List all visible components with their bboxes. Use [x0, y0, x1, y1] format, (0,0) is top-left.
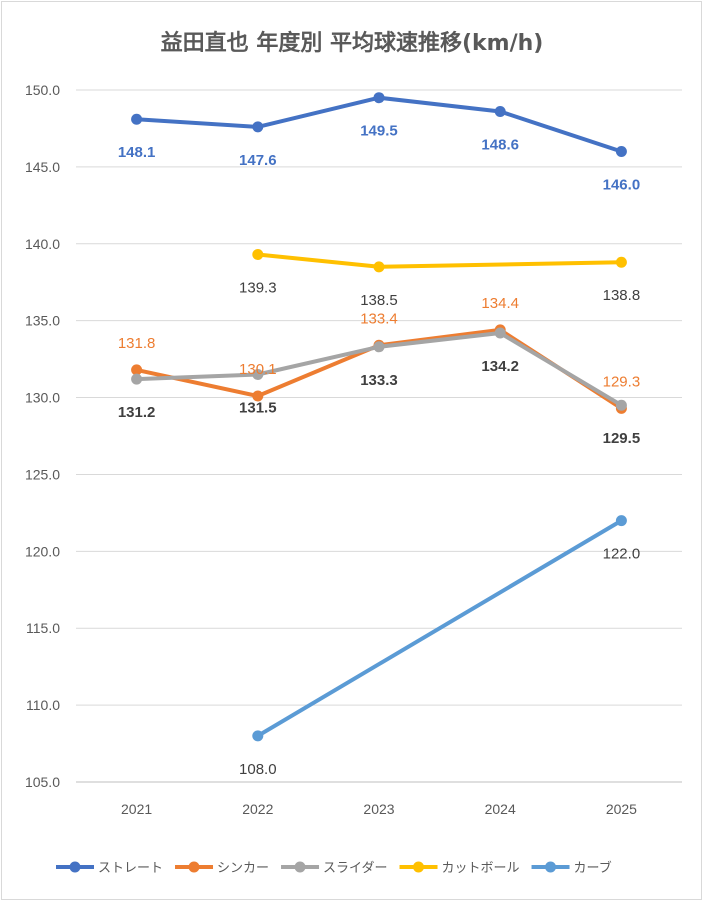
legend-item: シンカー	[175, 861, 269, 876]
data-point	[252, 121, 264, 133]
legend-swatch-marker	[545, 861, 557, 873]
y-tick-label: 135.0	[25, 313, 60, 329]
x-axis: 2021 2022 2023 2024 2025	[121, 801, 637, 817]
data-label: 134.2	[481, 358, 519, 375]
x-tick-label: 2021	[121, 801, 152, 817]
x-tick-label: 2023	[363, 801, 394, 817]
data-label: 133.3	[360, 372, 398, 389]
series-line	[255, 252, 624, 269]
series-lines	[131, 92, 627, 742]
data-point	[252, 390, 264, 402]
data-point	[615, 399, 627, 411]
legend-label: カーブ	[574, 860, 612, 876]
data-label: 129.5	[603, 430, 641, 447]
data-label: 129.3	[603, 373, 641, 390]
data-point	[494, 106, 506, 118]
data-point	[252, 249, 264, 261]
legend-item: スライダー	[281, 861, 388, 876]
data-point	[131, 364, 143, 376]
data-label: 147.6	[239, 152, 277, 169]
legend: ストレート シンカー スライダー カットボール カーブ	[56, 860, 612, 876]
data-label: 138.8	[603, 287, 641, 304]
series-line	[255, 518, 624, 738]
data-label: 131.5	[239, 399, 277, 416]
y-axis: 105.0 110.0 115.0 120.0 125.0 130.0 135.0 140.0…	[25, 82, 60, 790]
data-point	[373, 92, 385, 104]
x-tick-label: 2025	[606, 801, 637, 817]
data-point	[252, 730, 264, 742]
data-point	[373, 341, 385, 353]
data-point	[131, 113, 143, 125]
legend-label: ストレート	[98, 861, 163, 876]
legend-label: カットボール	[442, 861, 520, 876]
legend-swatch-marker	[294, 861, 306, 873]
data-label: 146.0	[603, 177, 641, 194]
legend-item: カットボール	[399, 861, 520, 876]
x-tick-label: 2024	[485, 801, 516, 817]
data-point	[252, 368, 264, 380]
data-point	[615, 515, 627, 527]
chart-title: 益田直也 年度別 平均球速推移(km/h)	[161, 30, 544, 56]
data-point	[131, 373, 143, 385]
data-point	[615, 146, 627, 158]
y-tick-label: 150.0	[25, 82, 60, 98]
legend-swatch-marker	[69, 861, 81, 873]
data-label: 108.0	[239, 761, 277, 778]
y-tick-label: 140.0	[25, 236, 60, 252]
legend-swatch-marker	[413, 861, 425, 873]
y-tick-label: 130.0	[25, 390, 60, 406]
y-tick-label: 115.0	[26, 620, 60, 636]
y-tick-label: 105.0	[25, 774, 60, 790]
data-label: 122.0	[603, 546, 641, 563]
y-tick-label: 110.0	[26, 697, 60, 713]
y-tick-label: 145.0	[25, 159, 60, 175]
data-label: 138.5	[360, 292, 398, 309]
x-tick-label: 2022	[242, 801, 273, 817]
legend-item: カーブ	[531, 860, 612, 876]
data-label: 131.2	[118, 404, 156, 421]
data-label: 148.6	[481, 137, 519, 154]
data-point	[373, 261, 385, 273]
data-label: 134.4	[481, 295, 519, 312]
y-tick-label: 120.0	[25, 543, 60, 559]
legend-label: スライダー	[323, 861, 387, 876]
legend-item: ストレート	[56, 861, 163, 876]
gridlines	[76, 89, 682, 783]
data-label: 133.4	[360, 310, 398, 327]
data-point	[494, 327, 506, 339]
legend-swatch-marker	[188, 861, 200, 873]
data-label: 131.8	[118, 335, 156, 352]
data-label: 139.3	[239, 280, 277, 297]
legend-label: シンカー	[217, 861, 269, 876]
data-label: 149.5	[360, 123, 398, 140]
data-label: 148.1	[118, 144, 156, 161]
y-tick-label: 125.0	[25, 466, 60, 482]
data-label: 130.1	[239, 361, 277, 378]
data-labels: 148.1 147.6 149.5 148.6 146.0 131.8 130.1 133.4…	[118, 123, 640, 778]
data-point	[615, 256, 627, 268]
